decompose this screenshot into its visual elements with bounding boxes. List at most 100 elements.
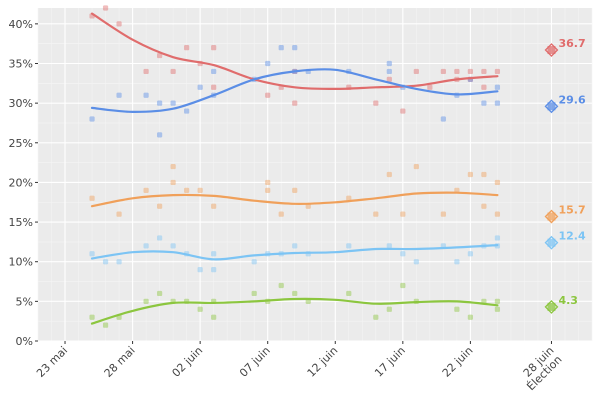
poll-point [143, 68, 149, 75]
poll-point [292, 187, 298, 193]
poll-point [440, 68, 446, 75]
poll-point [157, 132, 163, 138]
poll-point [157, 100, 163, 106]
x-tick-label: 17 juin [372, 344, 408, 380]
election-result-point [547, 46, 556, 55]
poll-point [157, 203, 163, 209]
poll-point [89, 195, 95, 201]
poll-point [346, 243, 352, 249]
poll-point [211, 267, 217, 273]
poll-point [197, 306, 203, 312]
poll-point [481, 68, 487, 75]
election-result-label: 15.7 [558, 204, 585, 217]
trend-layer [90, 12, 499, 325]
poll-point [184, 108, 190, 114]
poll-point [481, 203, 487, 209]
poll-point [494, 68, 501, 75]
poll-point [184, 45, 190, 51]
poll-point [440, 116, 446, 122]
election-result-marker [544, 99, 559, 114]
poll-point [143, 187, 149, 193]
poll-point [157, 290, 163, 297]
election-result-label: 36.7 [558, 37, 585, 50]
poll-point [265, 179, 271, 186]
trend-line [90, 244, 499, 261]
poll-point [494, 84, 501, 90]
poll-point [211, 68, 217, 75]
poll-point [305, 203, 311, 209]
poll-point [102, 259, 109, 265]
poll-point [413, 68, 419, 75]
poll-point [494, 211, 501, 217]
poll-point [373, 100, 379, 106]
trend-line [90, 12, 499, 91]
poll-point [400, 282, 406, 289]
poll-point [170, 68, 176, 75]
y-tick-label: 25% [9, 137, 33, 150]
poll-point [373, 314, 379, 320]
poll-point [494, 100, 501, 106]
election-result-marker [544, 299, 559, 314]
election-result-label: 4.3 [558, 294, 578, 307]
poll-point [373, 211, 379, 217]
poll-point [413, 259, 419, 265]
poll-point [265, 92, 271, 98]
poll-point [278, 211, 284, 217]
poll-point [305, 298, 311, 304]
poll-point [211, 84, 217, 90]
grid-layer [37, 8, 593, 342]
x-tick-label: 28 mai [102, 344, 138, 380]
poll-point [89, 116, 95, 122]
poll-point [454, 68, 460, 75]
x-tick-label: 12 juin [305, 344, 341, 380]
poll-point [211, 203, 217, 209]
election-result-marker [544, 235, 559, 250]
poll-point [143, 92, 149, 98]
y-tick-label: 30% [9, 97, 33, 110]
election-result-label: 29.6 [558, 93, 585, 106]
poll-point [386, 68, 392, 75]
poll-point [116, 259, 122, 265]
trend-line [90, 297, 499, 325]
poll-point [211, 45, 217, 51]
poll-point [116, 21, 122, 27]
election-result-marker [544, 209, 559, 224]
y-tick-label: 5% [16, 295, 33, 308]
poll-point [170, 179, 176, 186]
poll-point [454, 306, 460, 312]
poll-point [346, 195, 352, 201]
poll-point [494, 179, 501, 186]
poll-point [278, 45, 284, 51]
plot-background [38, 8, 592, 341]
poll-point [211, 314, 217, 320]
poll-point [197, 84, 203, 90]
poll-point [143, 243, 149, 249]
poll-point [494, 298, 501, 304]
poll-point [265, 60, 271, 67]
y-tick-label: 15% [9, 216, 33, 229]
poll-point [170, 163, 176, 170]
poll-point [170, 100, 176, 106]
poll-point [467, 251, 473, 257]
poll-point [89, 251, 95, 257]
y-tick-label: 10% [9, 256, 33, 269]
election-result-label: 12.4 [558, 230, 585, 243]
poll-point [143, 298, 149, 304]
poll-point [292, 290, 298, 297]
election-result-marker [544, 43, 559, 57]
poll-point [467, 68, 473, 75]
poll-point [386, 76, 392, 82]
poll-point [400, 108, 406, 114]
trend-line [90, 68, 499, 114]
poll-point [251, 259, 257, 265]
poll-point [102, 5, 109, 11]
x-tick-label: 22 juin [440, 344, 476, 380]
poll-point [211, 251, 217, 257]
poll-point [454, 259, 460, 265]
poll-point [494, 235, 501, 241]
poll-point [292, 45, 298, 51]
poll-point [292, 100, 298, 106]
x-tick-label: 23 mai [34, 344, 70, 380]
election-result-point [547, 102, 556, 111]
